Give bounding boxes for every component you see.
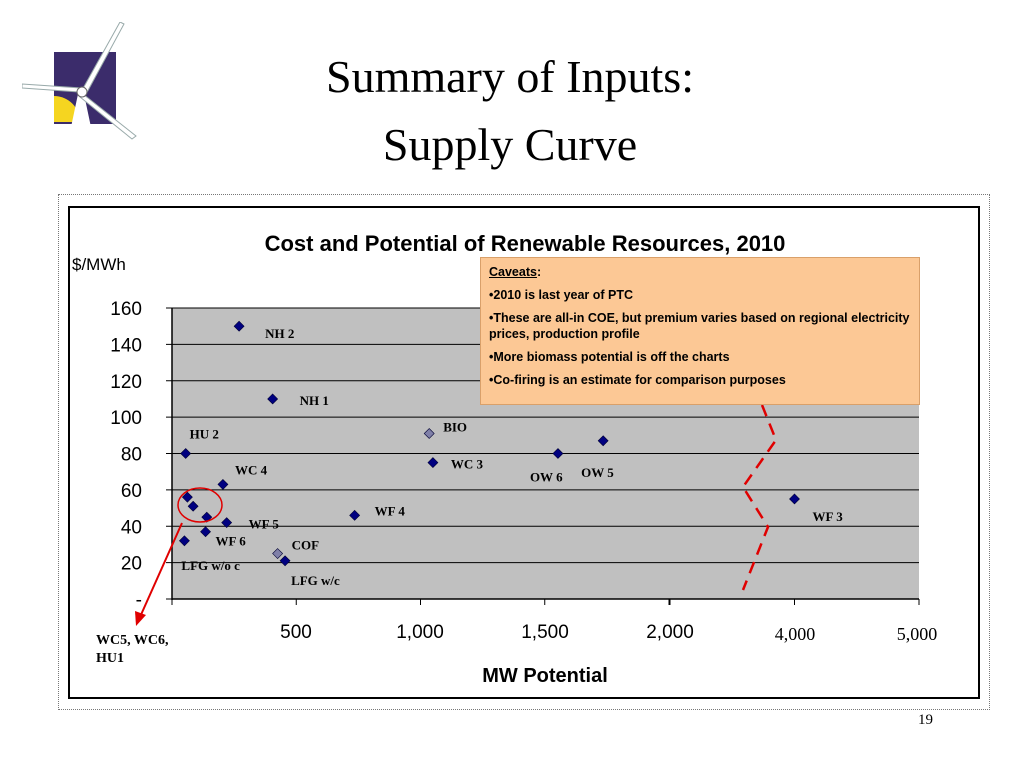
data-label-wf-5: WF 5 (249, 517, 280, 532)
data-point-wc-4 (217, 478, 229, 490)
data-label-ow-6: OW 6 (530, 470, 563, 485)
wind-sun-logo (22, 22, 137, 140)
x-tick-label: 4,000 (775, 624, 816, 644)
data-point-wc6 (187, 500, 199, 512)
x-axis-label: MW Potential (482, 665, 608, 687)
chart-title: Cost and Potential of Renewable Resource… (265, 231, 786, 256)
y-tick-label: 40 (121, 517, 142, 538)
page-number: 19 (918, 712, 933, 728)
data-label-ow-5: OW 5 (581, 465, 614, 480)
caveat-item: •These are all-in COE, but premium varie… (489, 311, 910, 341)
data-point-wc5 (181, 491, 193, 503)
data-label-cof: COF (292, 538, 320, 553)
data-label-hu-2: HU 2 (190, 427, 219, 442)
y-tick-label: 100 (110, 408, 142, 429)
highlight-circle (177, 487, 223, 523)
data-point-ow-6 (552, 448, 564, 459)
callout-label: WC5, WC6, HU1 (96, 633, 172, 666)
y-tick-label: 140 (110, 335, 142, 356)
chart-frame (58, 194, 990, 710)
data-point-nh-2 (233, 320, 245, 332)
data-label-wf-6: WF 6 (216, 534, 247, 549)
data-label-wc-4: WC 4 (235, 462, 268, 477)
data-point-wf-4 (349, 509, 361, 521)
y-tick-label: - (136, 590, 142, 611)
caveat-item: •2010 is last year of PTC (489, 288, 634, 302)
x-tick-label: 2,000 (646, 622, 694, 643)
data-point-cof (272, 548, 284, 559)
data-label-lfg-w-c: LFG w/c (291, 573, 340, 588)
y-tick-label: 60 (121, 481, 142, 502)
x-tick-label: 1,500 (521, 622, 569, 643)
caveat-item: •Co-firing is an estimate for comparison… (489, 373, 786, 387)
data-point-ow-5 (597, 435, 609, 447)
callout-arrow (139, 522, 183, 618)
data-label-nh-2: NH 2 (265, 326, 294, 341)
data-label-nh-1: NH 1 (300, 393, 329, 408)
y-tick-label: 80 (121, 445, 142, 466)
callout-label-line1: WC5, WC6, (96, 633, 168, 648)
callout-label-line2: HU1 (96, 651, 124, 666)
data-label-wf-3: WF 3 (813, 509, 844, 524)
caveats-title: Caveats (489, 265, 537, 279)
data-point-bio (423, 428, 435, 439)
slide-title-line1: Summary of Inputs: (326, 51, 694, 102)
data-label-lfg-w-o-c: LFG w/o c (181, 558, 240, 573)
data-point-wf-6 (200, 526, 211, 538)
x-tick-label: 5,000 (897, 624, 938, 644)
data-point-wf-5 (221, 517, 233, 529)
x-tick-label: 1,000 (396, 622, 444, 643)
data-point-hu1 (201, 511, 213, 523)
data-point-hu-2 (180, 448, 192, 459)
axis-break-line (741, 404, 778, 591)
callout-arrowhead (135, 611, 146, 626)
y-tick-label: 20 (121, 554, 142, 575)
data-label-wf-4: WF 4 (375, 503, 406, 518)
data-point-lfg-w-c (279, 555, 291, 567)
data-point-wf-3 (789, 493, 800, 505)
data-label-wc-3: WC 3 (451, 457, 484, 472)
y-tick-label: 120 (110, 372, 142, 393)
slide-title-line2: Supply Curve (382, 119, 638, 170)
caveat-item: •More biomass potential is off the chart… (489, 350, 730, 364)
x-tick-label: 500 (280, 622, 312, 643)
data-label-bio: BIO (443, 419, 467, 434)
data-point-nh-1 (267, 393, 279, 405)
y-tick-label: 160 (110, 299, 142, 320)
data-point-lfg-w-o-c (179, 535, 190, 547)
data-point-wc-3 (427, 457, 439, 469)
y-axis-label: $/MWh (72, 255, 126, 274)
caveats-box: Caveats: •2010 is last year of PTC •Thes… (480, 257, 920, 405)
